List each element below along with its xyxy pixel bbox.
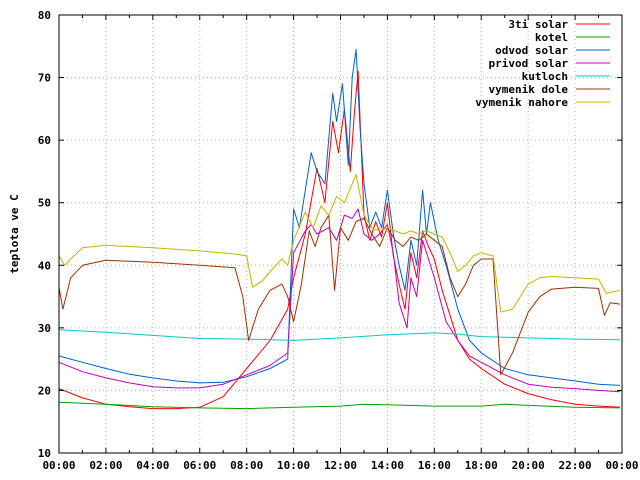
- series-lines: [58, 48, 621, 410]
- legend-label: vymenik nahore: [475, 96, 568, 109]
- series-line-vymenik-nahore: [58, 174, 621, 313]
- x-tick-label: 00:00: [605, 459, 638, 472]
- x-tick-label: 02:00: [89, 459, 122, 472]
- y-tick-label: 50: [38, 197, 51, 210]
- y-axis-label: teplota ve C: [8, 194, 21, 273]
- x-tick-label: 18:00: [465, 459, 498, 472]
- series-line-kotel: [58, 401, 621, 410]
- x-tick-label: 04:00: [136, 459, 169, 472]
- y-tick-label: 60: [38, 134, 51, 147]
- y-tick-label: 70: [38, 72, 51, 85]
- x-tick-label: 14:00: [371, 459, 404, 472]
- series-line-odvod-solar: [58, 48, 621, 386]
- series-line-3ti-solar: [58, 70, 621, 410]
- legend-label: 3ti solar: [508, 18, 568, 31]
- series-line-vymenik-dole: [58, 214, 621, 376]
- y-tick-label: 20: [38, 384, 51, 397]
- legend-label: kutloch: [522, 70, 568, 83]
- axis-ticks: 10 20 30 40 50 60 70 80 00:00 02:00 04:00 06:00 08:0…: [38, 9, 639, 472]
- x-tick-label: 22:00: [559, 459, 592, 472]
- series-line-privod-solar: [58, 208, 621, 393]
- legend-label: privod solar: [489, 57, 569, 70]
- y-tick-label: 30: [38, 322, 51, 335]
- x-tick-label: 00:00: [42, 459, 75, 472]
- x-tick-label: 12:00: [324, 459, 357, 472]
- x-tick-label: 20:00: [512, 459, 545, 472]
- x-tick-label: 16:00: [418, 459, 451, 472]
- y-tick-label: 40: [38, 259, 51, 272]
- x-tick-label: 08:00: [230, 459, 263, 472]
- y-tick-label: 10: [38, 447, 51, 460]
- series-line-kutloch: [58, 329, 621, 341]
- x-tick-label: 10:00: [277, 459, 310, 472]
- legend-label: kotel: [535, 31, 568, 44]
- legend-label: odvod solar: [495, 44, 568, 57]
- x-tick-label: 06:00: [183, 459, 216, 472]
- legend-label: vymenik dole: [489, 83, 569, 96]
- y-tick-label: 80: [38, 9, 51, 22]
